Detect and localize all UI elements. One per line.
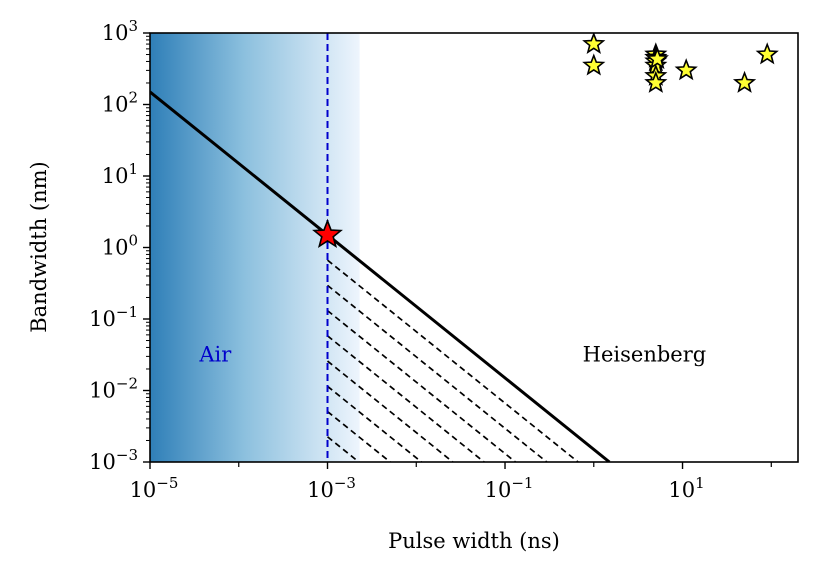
tick-label: 103 bbox=[102, 17, 138, 45]
tick-label: 10−5 bbox=[130, 474, 179, 502]
air-label: Air bbox=[198, 342, 232, 366]
heisenberg-label: Heisenberg bbox=[583, 342, 707, 366]
tick-label: 10−3 bbox=[307, 474, 356, 502]
hatch-line bbox=[326, 284, 548, 462]
reference-point bbox=[582, 53, 606, 76]
reference-point bbox=[755, 42, 779, 65]
y-axis: 10−3 10−2 10−1 100 101 102 103 bbox=[89, 17, 150, 474]
tick-label: 101 bbox=[102, 160, 138, 188]
hatch-region bbox=[326, 259, 579, 462]
hatch-line bbox=[326, 360, 454, 462]
tick-label: 10−1 bbox=[89, 303, 138, 331]
hatch-line bbox=[326, 436, 360, 462]
tick-label: 102 bbox=[102, 89, 138, 117]
heisenberg-line bbox=[150, 90, 611, 462]
tick-label: 10−3 bbox=[89, 446, 138, 474]
hatch-line bbox=[326, 385, 423, 462]
hatch-line bbox=[326, 335, 485, 462]
x-axis: 10−5 10−3 10−1 101 bbox=[130, 462, 772, 502]
tick-label: 101 bbox=[668, 474, 704, 502]
this-work-point bbox=[312, 218, 343, 249]
tick-label: 100 bbox=[102, 232, 138, 260]
tick-label: 10−2 bbox=[89, 375, 138, 403]
reference-points bbox=[582, 33, 779, 93]
hatch-line bbox=[326, 410, 391, 462]
reference-point bbox=[674, 58, 698, 81]
y-axis-label: Bandwidth (nm) bbox=[27, 161, 51, 333]
x-axis-label: Pulse width (ns) bbox=[388, 529, 560, 553]
air-region bbox=[150, 33, 360, 462]
hatch-line bbox=[326, 309, 516, 462]
reference-point bbox=[645, 46, 669, 70]
reference-point bbox=[582, 33, 606, 54]
reference-point bbox=[732, 70, 757, 93]
reference-point bbox=[644, 70, 668, 93]
tick-label: 10−1 bbox=[485, 474, 534, 502]
hatch-line bbox=[326, 259, 579, 462]
